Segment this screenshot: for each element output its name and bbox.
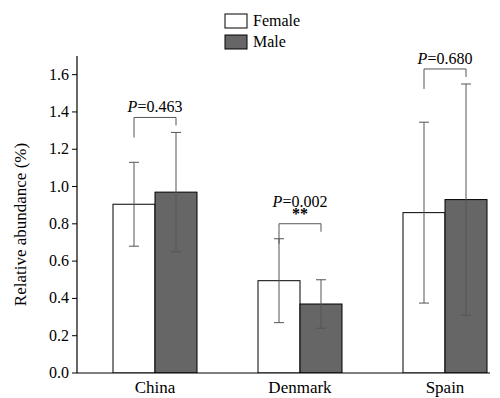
- legend-entry: Male: [225, 33, 286, 50]
- y-tick: [72, 111, 77, 112]
- annotation: P=0.463: [127, 98, 183, 115]
- y-axis-label: Relative abundance (%): [11, 143, 30, 306]
- chart: 0.0 0.2 0.4 0.6 0.8 1.0 1.2 1.4 1.6 China Denmark S…: [0, 0, 500, 398]
- error-bar: [171, 132, 181, 251]
- y-tick: [72, 298, 77, 299]
- legend-label: Male: [253, 33, 286, 50]
- significance-bracket: [134, 117, 176, 137]
- y-tick-label: 0.8: [49, 215, 69, 232]
- x-tick-label: Denmark: [268, 378, 332, 397]
- legend-entry: Female: [225, 12, 300, 29]
- x-tick-label: China: [135, 378, 176, 397]
- error-bar: [419, 122, 429, 303]
- y-tick: [72, 149, 77, 150]
- significance-bracket: [424, 69, 466, 89]
- legend-swatch: [225, 35, 247, 49]
- legend-label: Female: [253, 12, 300, 29]
- y-tick-label: 1.2: [49, 140, 69, 157]
- y-tick-label: 0.2: [49, 327, 69, 344]
- y-tick: [72, 373, 77, 374]
- error-bar: [316, 280, 326, 328]
- y-axis: [76, 56, 77, 373]
- significance-bracket: [279, 224, 321, 244]
- error-bar: [129, 162, 139, 246]
- y-tick-label: 0.4: [49, 289, 69, 306]
- y-tick-label: 0.6: [49, 252, 69, 269]
- y-tick-label: 1.0: [49, 178, 69, 195]
- y-tick: [72, 335, 77, 336]
- legend-swatch: [225, 14, 247, 28]
- annotation: P=0.680: [417, 50, 473, 67]
- y-tick: [72, 223, 77, 224]
- x-tick-label: Spain: [426, 378, 465, 397]
- y-tick: [72, 186, 77, 187]
- chart-container: 0.0 0.2 0.4 0.6 0.8 1.0 1.2 1.4 1.6 China Denmark S…: [0, 0, 500, 398]
- annotation: P=0.002: [272, 193, 328, 210]
- error-bar: [461, 84, 471, 315]
- error-bar: [274, 239, 284, 323]
- y-tick-label: 0.0: [49, 364, 69, 381]
- y-tick: [72, 261, 77, 262]
- bars: [113, 84, 487, 373]
- y-tick: [72, 74, 77, 75]
- x-axis: [77, 372, 490, 373]
- y-tick-label: 1.4: [49, 103, 69, 120]
- y-tick-label: 1.6: [49, 66, 69, 83]
